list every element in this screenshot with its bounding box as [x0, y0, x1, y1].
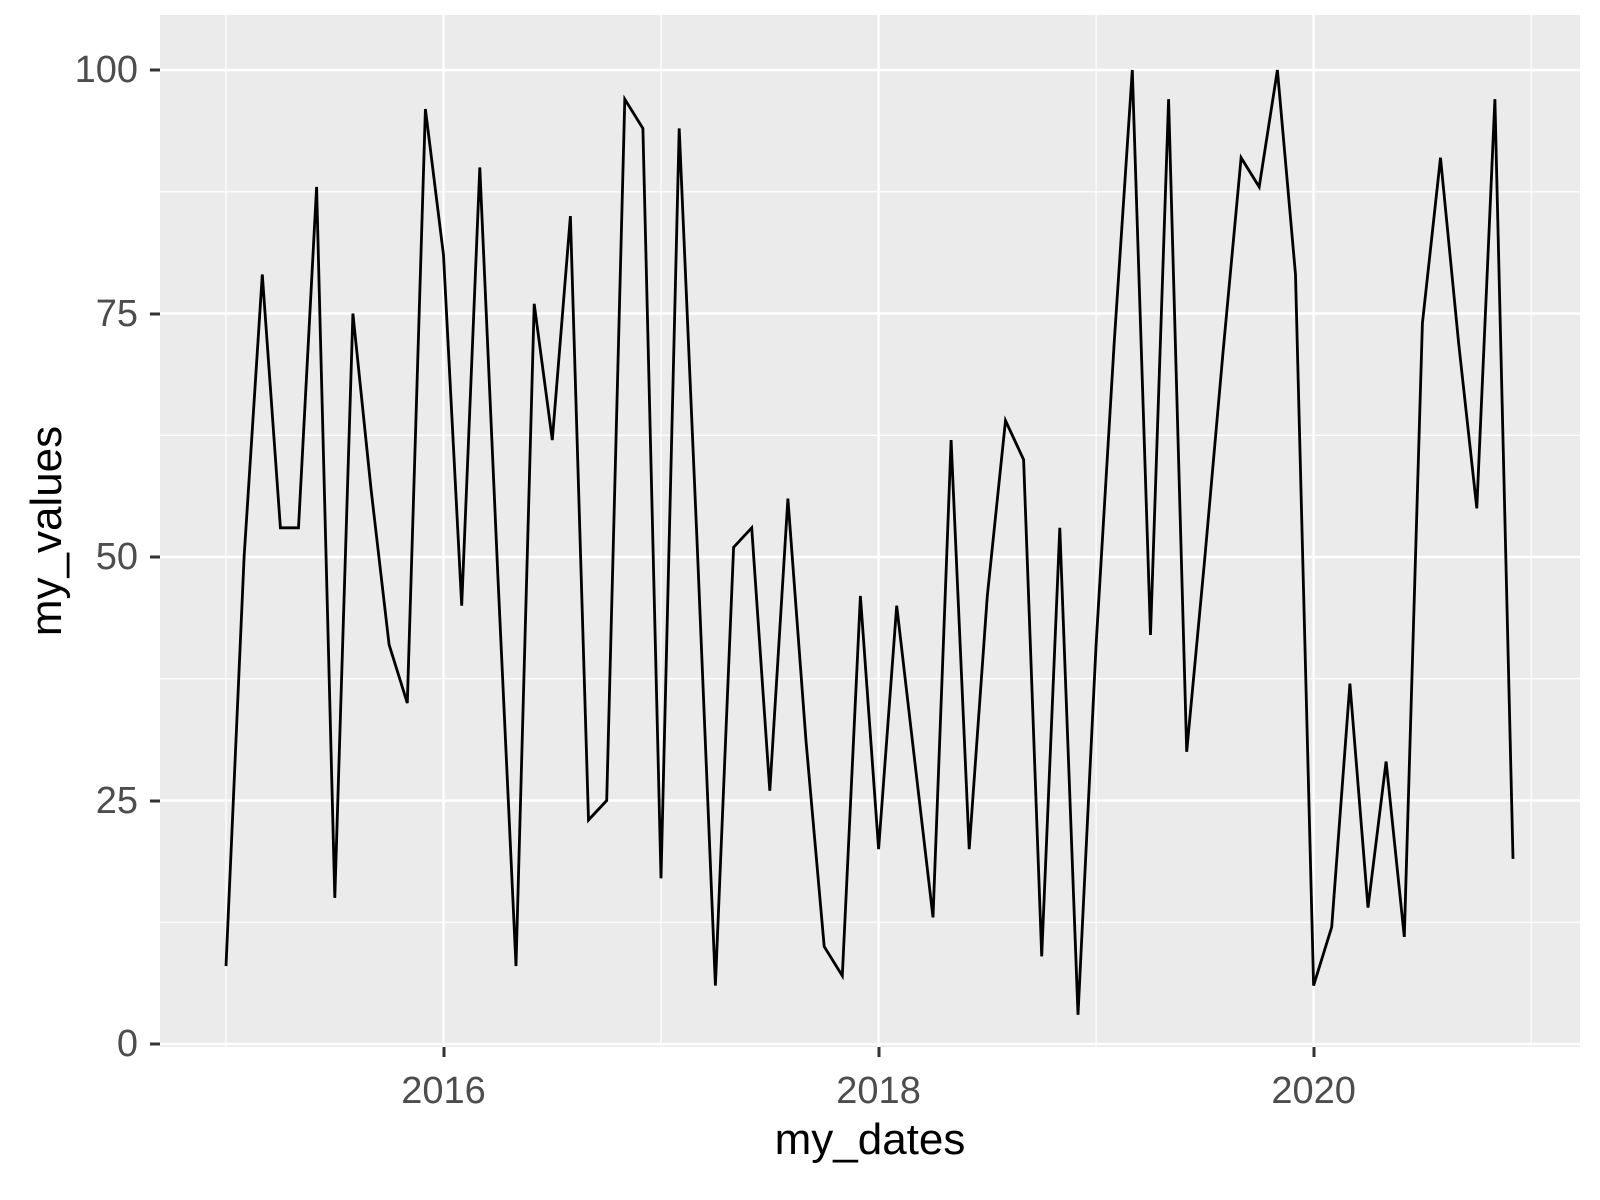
y-tick-label: 75 — [95, 292, 138, 335]
y-tick-mark — [150, 799, 160, 802]
y-tick-mark — [150, 312, 160, 315]
x-tick-mark — [877, 1047, 881, 1057]
data-line-my_values — [224, 69, 1515, 1015]
chart-canvas — [160, 15, 1580, 1047]
y-tick-mark — [150, 1042, 160, 1046]
y-tick-mark — [150, 68, 160, 72]
x-tick-label: 2018 — [836, 1070, 921, 1112]
y-tick-label: 0 — [116, 1023, 138, 1065]
x-tick-mark — [1312, 1047, 1316, 1057]
y-axis-title: my_values — [22, 425, 71, 637]
y-tick-label: 50 — [95, 536, 138, 578]
x-tick-mark — [442, 1047, 446, 1057]
y-tick-label: 25 — [95, 779, 138, 822]
y-tick-label: 100 — [74, 49, 138, 91]
x-axis-title: my_dates — [774, 1115, 966, 1164]
plot-panel — [160, 15, 1580, 1047]
x-tick-label: 2020 — [1271, 1070, 1356, 1112]
y-tick-mark — [150, 555, 160, 559]
x-tick-label: 2016 — [401, 1070, 486, 1112]
